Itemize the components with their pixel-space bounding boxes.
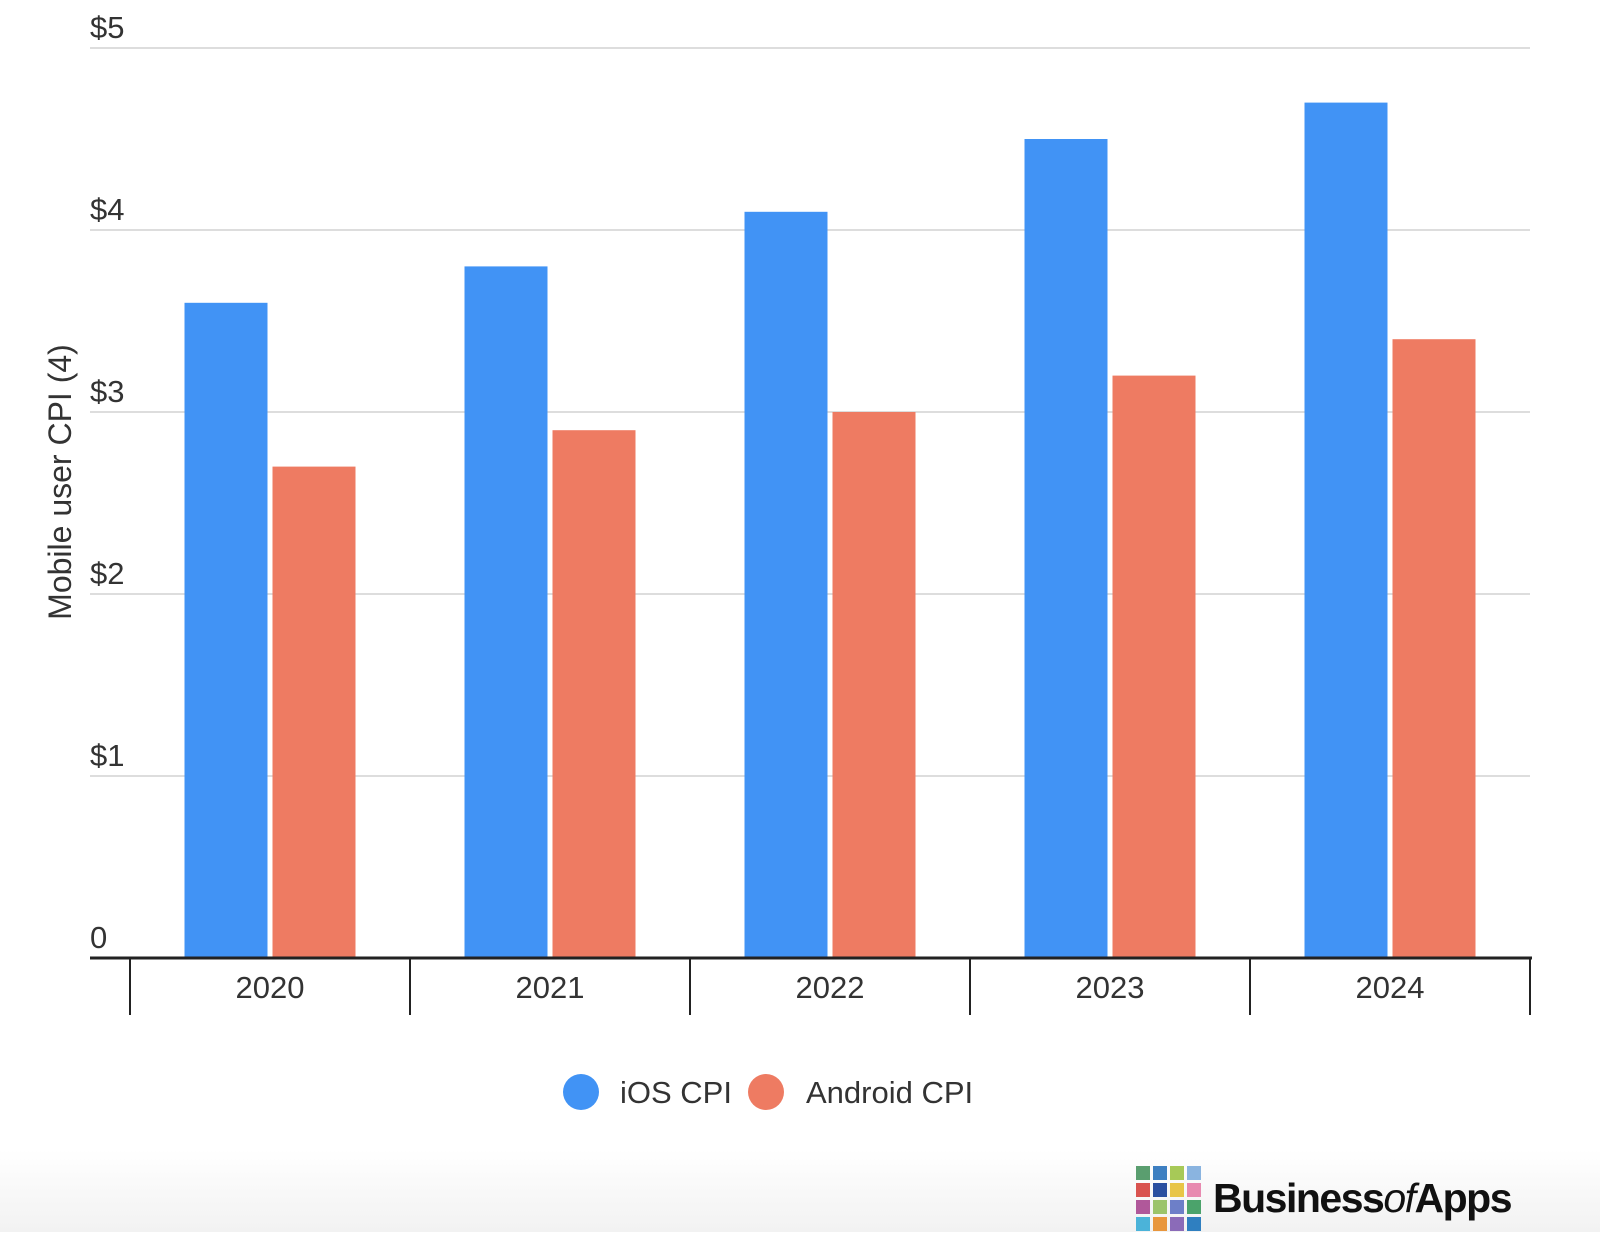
logo-square xyxy=(1170,1183,1184,1197)
bar-ios-cpi-2022 xyxy=(744,211,828,959)
y-tick-label: $1 xyxy=(90,738,124,773)
businessofapps-grid-logo-icon xyxy=(1136,1166,1201,1231)
x-tick-label: 2024 xyxy=(1356,970,1425,1005)
legend-label: Android CPI xyxy=(806,1075,973,1110)
bar-ios-cpi-2024 xyxy=(1304,102,1388,959)
logo-square xyxy=(1170,1166,1184,1180)
y-tick-label: $4 xyxy=(90,192,124,227)
logo-square xyxy=(1136,1200,1150,1214)
y-tick-label: 0 xyxy=(90,920,107,955)
x-tick-label: 2022 xyxy=(796,970,865,1005)
y-axis-ticks: 0 $1 $2 $3 $4 $5 xyxy=(90,10,124,955)
logo-square xyxy=(1136,1166,1150,1180)
logo-square xyxy=(1153,1200,1167,1214)
x-axis xyxy=(90,956,1532,1015)
brand-name: BusinessofApps xyxy=(1213,1175,1512,1221)
logo-square xyxy=(1187,1200,1201,1214)
bar-ios-cpi-2023 xyxy=(1024,139,1108,958)
logo-square xyxy=(1153,1183,1167,1197)
logo-square xyxy=(1187,1166,1201,1180)
logo-square xyxy=(1136,1183,1150,1197)
bar-ios-cpi-2020 xyxy=(184,302,268,958)
x-tick-label: 2021 xyxy=(516,970,585,1005)
logo-square xyxy=(1153,1166,1167,1180)
x-axis-ticks: 2020 2021 2022 2023 2024 xyxy=(236,970,1425,1005)
bar-android-cpi-2020 xyxy=(272,466,356,958)
legend-swatch-ios-cpi xyxy=(563,1074,599,1110)
bars xyxy=(184,102,1476,959)
brand-logo: BusinessofApps xyxy=(1136,1166,1513,1231)
legend-label: iOS CPI xyxy=(620,1075,732,1110)
brand-name-suffix: Apps xyxy=(1415,1175,1512,1221)
bar-android-cpi-2022 xyxy=(832,412,916,958)
x-tick-label: 2020 xyxy=(236,970,305,1005)
y-tick-label: $5 xyxy=(90,10,124,45)
y-tick-label: $3 xyxy=(90,374,124,409)
y-axis-title: Mobile user CPI (4) xyxy=(42,344,78,620)
brand-name-prefix: Business xyxy=(1213,1175,1384,1221)
x-tick-label: 2023 xyxy=(1076,970,1145,1005)
bar-android-cpi-2021 xyxy=(552,430,636,958)
bar-ios-cpi-2021 xyxy=(464,266,548,958)
logo-square xyxy=(1170,1217,1184,1231)
bar-android-cpi-2023 xyxy=(1112,375,1196,959)
logo-square xyxy=(1153,1217,1167,1231)
logo-square xyxy=(1187,1217,1201,1231)
logo-square xyxy=(1187,1183,1201,1197)
legend: iOS CPI Android CPI xyxy=(563,1074,973,1110)
bar-android-cpi-2024 xyxy=(1392,339,1476,958)
y-tick-label: $2 xyxy=(90,556,124,591)
logo-square xyxy=(1170,1200,1184,1214)
logo-square xyxy=(1136,1217,1150,1231)
legend-swatch-android-cpi xyxy=(748,1074,784,1110)
